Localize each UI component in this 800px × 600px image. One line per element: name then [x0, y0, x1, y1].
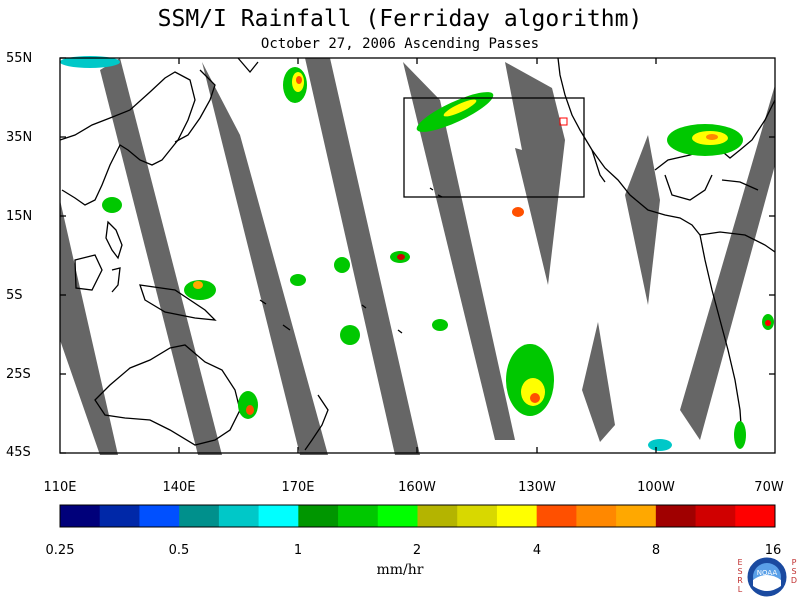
colorbar-cell [179, 505, 220, 527]
lon-label-110e: 110E [43, 480, 77, 495]
rain-cell-tropical-west [60, 56, 774, 451]
chart-title: SSM/I Rainfall (Ferriday algorithm) [157, 6, 643, 32]
colorbar-units: mm/hr [376, 562, 424, 578]
colorbar-cell [576, 505, 617, 527]
colorbar-tick-label: 2 [412, 543, 422, 558]
colorbar-cell [496, 505, 538, 527]
rain-cell-gulf [667, 124, 743, 156]
axis-ticks [60, 57, 775, 454]
colorbar-tick-label: 0.25 [45, 543, 75, 558]
colorbar-cell [417, 505, 458, 527]
coastline-cuba [721, 179, 759, 191]
lat-label-55n: 55N [6, 51, 33, 66]
swath-gap [680, 85, 775, 440]
psd-logo-text: P S D [790, 558, 798, 585]
region-box [403, 97, 585, 198]
colorbar-tick-label: 1 [293, 543, 303, 558]
chart-subtitle: October 27, 2006 Ascending Passes [260, 36, 540, 52]
colorbar-cell [536, 505, 577, 527]
coastline-australia [94, 344, 241, 446]
swath-gaps [60, 58, 775, 455]
coastline-south-america [699, 231, 776, 441]
swath-gap [505, 62, 565, 285]
lat-label-35n: 35N [6, 130, 33, 145]
lat-label-25s: 25S [6, 367, 31, 382]
colorbar-tick-label: 16 [764, 543, 782, 558]
colorbar-cell [258, 505, 299, 527]
swath-gap [202, 62, 328, 455]
colorbar [60, 505, 776, 527]
colorbar-cell [218, 505, 260, 527]
colorbar-cell [377, 505, 418, 527]
colorbar-cell [60, 505, 101, 527]
swath-gap [305, 58, 420, 455]
colorbar-cell [616, 505, 657, 527]
rain-cell-south-pacific [506, 344, 554, 416]
noaa-logo-icon: NOAA [746, 556, 788, 598]
lat-label-15n: 15N [6, 209, 33, 224]
colorbar-tick-label: 0.5 [168, 543, 190, 558]
colorbar-cell [338, 505, 379, 527]
coastline-philippines [105, 220, 123, 260]
rain-cell-nw-pacific [283, 67, 307, 103]
colorbar-tick-label: 8 [651, 543, 661, 558]
coastline-kamchatka [237, 57, 259, 74]
svg-text:NOAA: NOAA [757, 569, 778, 577]
colorbar-frame [59, 504, 776, 528]
lon-label-140e: 140E [162, 480, 196, 495]
coastline-new-zealand [304, 394, 329, 451]
swath-gap [625, 135, 660, 305]
lon-label-160w: 160W [398, 480, 436, 495]
colorbar-cell [655, 505, 697, 527]
lon-label-130w: 130W [518, 480, 556, 495]
coastline-borneo [74, 254, 103, 291]
coastline-mexico-gulf [664, 174, 713, 201]
coastline-baja [591, 149, 606, 183]
location-marker [559, 117, 568, 126]
rain-cells [60, 56, 774, 451]
colorbar-cell [735, 505, 776, 527]
swath-gap [403, 62, 515, 440]
colorbar-cell [298, 505, 339, 527]
map-background [60, 58, 775, 453]
coastline-new-guinea [139, 284, 217, 321]
colorbar-cell [99, 505, 140, 527]
coastline-islands [259, 299, 403, 334]
swath-gap [582, 322, 615, 442]
rain-cell-australia-east [238, 391, 258, 419]
colorbar-tick-label: 4 [532, 543, 542, 558]
lon-label-100w: 100W [637, 480, 675, 495]
colorbar-cell [139, 505, 180, 527]
esrl-logo-text: E S R L [737, 558, 743, 594]
swath-gap [100, 58, 222, 455]
lat-label-5s: 5S [6, 288, 23, 303]
coastline-sulawesi [111, 267, 121, 293]
lat-label-45s: 45S [6, 445, 31, 460]
colorbar-cell [457, 505, 498, 527]
lon-label-70w: 70W [754, 480, 784, 495]
rain-cell-ne-pacific [416, 92, 494, 132]
colorbar-cell [695, 505, 736, 527]
coastline-japan [174, 69, 216, 143]
coastline-asia [59, 71, 196, 206]
lon-label-170e: 170E [281, 480, 315, 495]
